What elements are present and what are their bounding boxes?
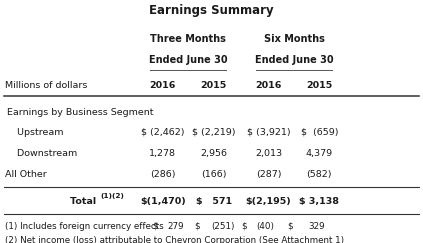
Text: Three Months: Three Months — [150, 34, 226, 44]
Text: $ (2,219): $ (2,219) — [192, 128, 235, 137]
Text: (1)(2): (1)(2) — [101, 193, 124, 199]
Text: (582): (582) — [307, 170, 332, 179]
Text: $: $ — [195, 222, 200, 231]
Text: $ (3,921): $ (3,921) — [247, 128, 291, 137]
Text: Downstream: Downstream — [5, 149, 77, 158]
Text: $(2,195): $(2,195) — [246, 197, 291, 206]
Text: Total: Total — [70, 197, 99, 206]
Text: Upstream: Upstream — [5, 128, 63, 137]
Text: (1) Includes foreign currency effects: (1) Includes foreign currency effects — [5, 222, 164, 231]
Text: 2015: 2015 — [306, 80, 332, 90]
Text: Six Months: Six Months — [264, 34, 324, 44]
Text: $: $ — [241, 222, 247, 231]
Text: 4,379: 4,379 — [306, 149, 333, 158]
Text: (166): (166) — [201, 170, 226, 179]
Text: $ 3,138: $ 3,138 — [299, 197, 339, 206]
Text: All Other: All Other — [5, 170, 47, 179]
Text: 1,278: 1,278 — [149, 149, 176, 158]
Text: Ended June 30: Ended June 30 — [149, 54, 228, 65]
Text: Earnings Summary: Earnings Summary — [149, 4, 274, 17]
Text: (286): (286) — [150, 170, 176, 179]
Text: 279: 279 — [167, 222, 184, 231]
Text: 2,013: 2,013 — [255, 149, 282, 158]
Text: (2) Net income (loss) attributable to Chevron Corporation (See Attachment 1): (2) Net income (loss) attributable to Ch… — [5, 235, 344, 243]
Text: $(1,470): $(1,470) — [140, 197, 186, 206]
Text: Millions of dollars: Millions of dollars — [5, 80, 88, 90]
Text: $: $ — [288, 222, 293, 231]
Text: Ended June 30: Ended June 30 — [255, 54, 333, 65]
Text: $: $ — [152, 222, 158, 231]
Text: (40): (40) — [256, 222, 274, 231]
Text: $   571: $ 571 — [195, 197, 232, 206]
Text: 2015: 2015 — [201, 80, 227, 90]
Text: 2,956: 2,956 — [200, 149, 227, 158]
Text: 329: 329 — [309, 222, 325, 231]
Text: $  (659): $ (659) — [301, 128, 338, 137]
Text: Earnings by Business Segment: Earnings by Business Segment — [7, 108, 154, 118]
Text: 2016: 2016 — [255, 80, 282, 90]
Text: $ (2,462): $ (2,462) — [141, 128, 184, 137]
Text: (287): (287) — [256, 170, 281, 179]
Text: (251): (251) — [212, 222, 235, 231]
Text: 2016: 2016 — [150, 80, 176, 90]
